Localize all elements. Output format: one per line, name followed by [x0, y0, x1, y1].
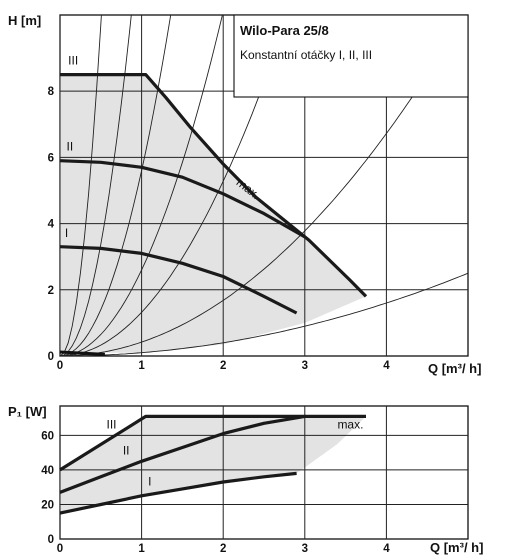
series-line-I [59, 245, 298, 315]
chart-subtitle: Konstantní otáčky I, II, III [240, 48, 372, 62]
curve-annotation: max. [337, 417, 363, 431]
x-tick-label: 0 [57, 543, 63, 555]
start-stub-line [59, 350, 105, 356]
x-tick-label: 0 [57, 360, 63, 372]
series-line-II [59, 159, 306, 239]
curve-annotation: I [65, 226, 68, 240]
operating-region-shade [60, 74, 366, 353]
head-chart-panel: Wilo-Para 25/8 Konstantní otáčky I, II, … [8, 13, 481, 376]
x-axis-label-head: Q [m³/ h] [428, 361, 481, 376]
system-curve [59, 14, 172, 357]
system-curve [59, 14, 102, 357]
y-tick-label: 0 [48, 351, 54, 363]
y-tick-label: 8 [48, 86, 55, 98]
operating-region-shade [60, 416, 366, 514]
y-axis-label-power: P₁ [W] [8, 404, 47, 419]
curve-annotation: II [123, 443, 130, 457]
system-curve [59, 14, 132, 357]
y-tick-label: 60 [41, 430, 54, 442]
y-tick-label: 0 [48, 534, 54, 546]
x-tick-label: 3 [302, 360, 308, 372]
x-tick-label: 3 [302, 543, 308, 555]
chart-title: Wilo-Para 25/8 [240, 23, 329, 38]
x-tick-label: 2 [220, 360, 226, 372]
x-axis-label-power: Q [m³/ h] [430, 540, 483, 555]
curve-annotation: III [68, 54, 78, 68]
x-tick-label: 4 [383, 543, 390, 555]
series-line-III [60, 73, 368, 298]
curve-annotation: II [67, 140, 74, 154]
title-box [233, 14, 469, 98]
system-curve [60, 14, 465, 357]
x-tick-label: 2 [220, 543, 226, 555]
y-tick-label: 40 [41, 465, 54, 477]
curve-annotation: I [148, 474, 151, 488]
series-line-III [59, 414, 366, 472]
system-curve [59, 14, 223, 357]
x-tick-label: 1 [138, 543, 145, 555]
x-tick-label: 1 [138, 360, 145, 372]
series-line-I [59, 471, 297, 515]
y-tick-label: 4 [48, 219, 55, 231]
y-tick-label: 6 [48, 152, 54, 164]
x-tick-label: 4 [383, 360, 390, 372]
system-curve [60, 272, 469, 357]
y-tick-label: 2 [48, 285, 54, 297]
y-axis-label-head: H [m] [8, 13, 41, 28]
curve-annotation: III [107, 417, 117, 431]
system-curve [59, 14, 289, 357]
series-line-II [59, 414, 306, 494]
y-tick-label: 20 [41, 499, 54, 511]
